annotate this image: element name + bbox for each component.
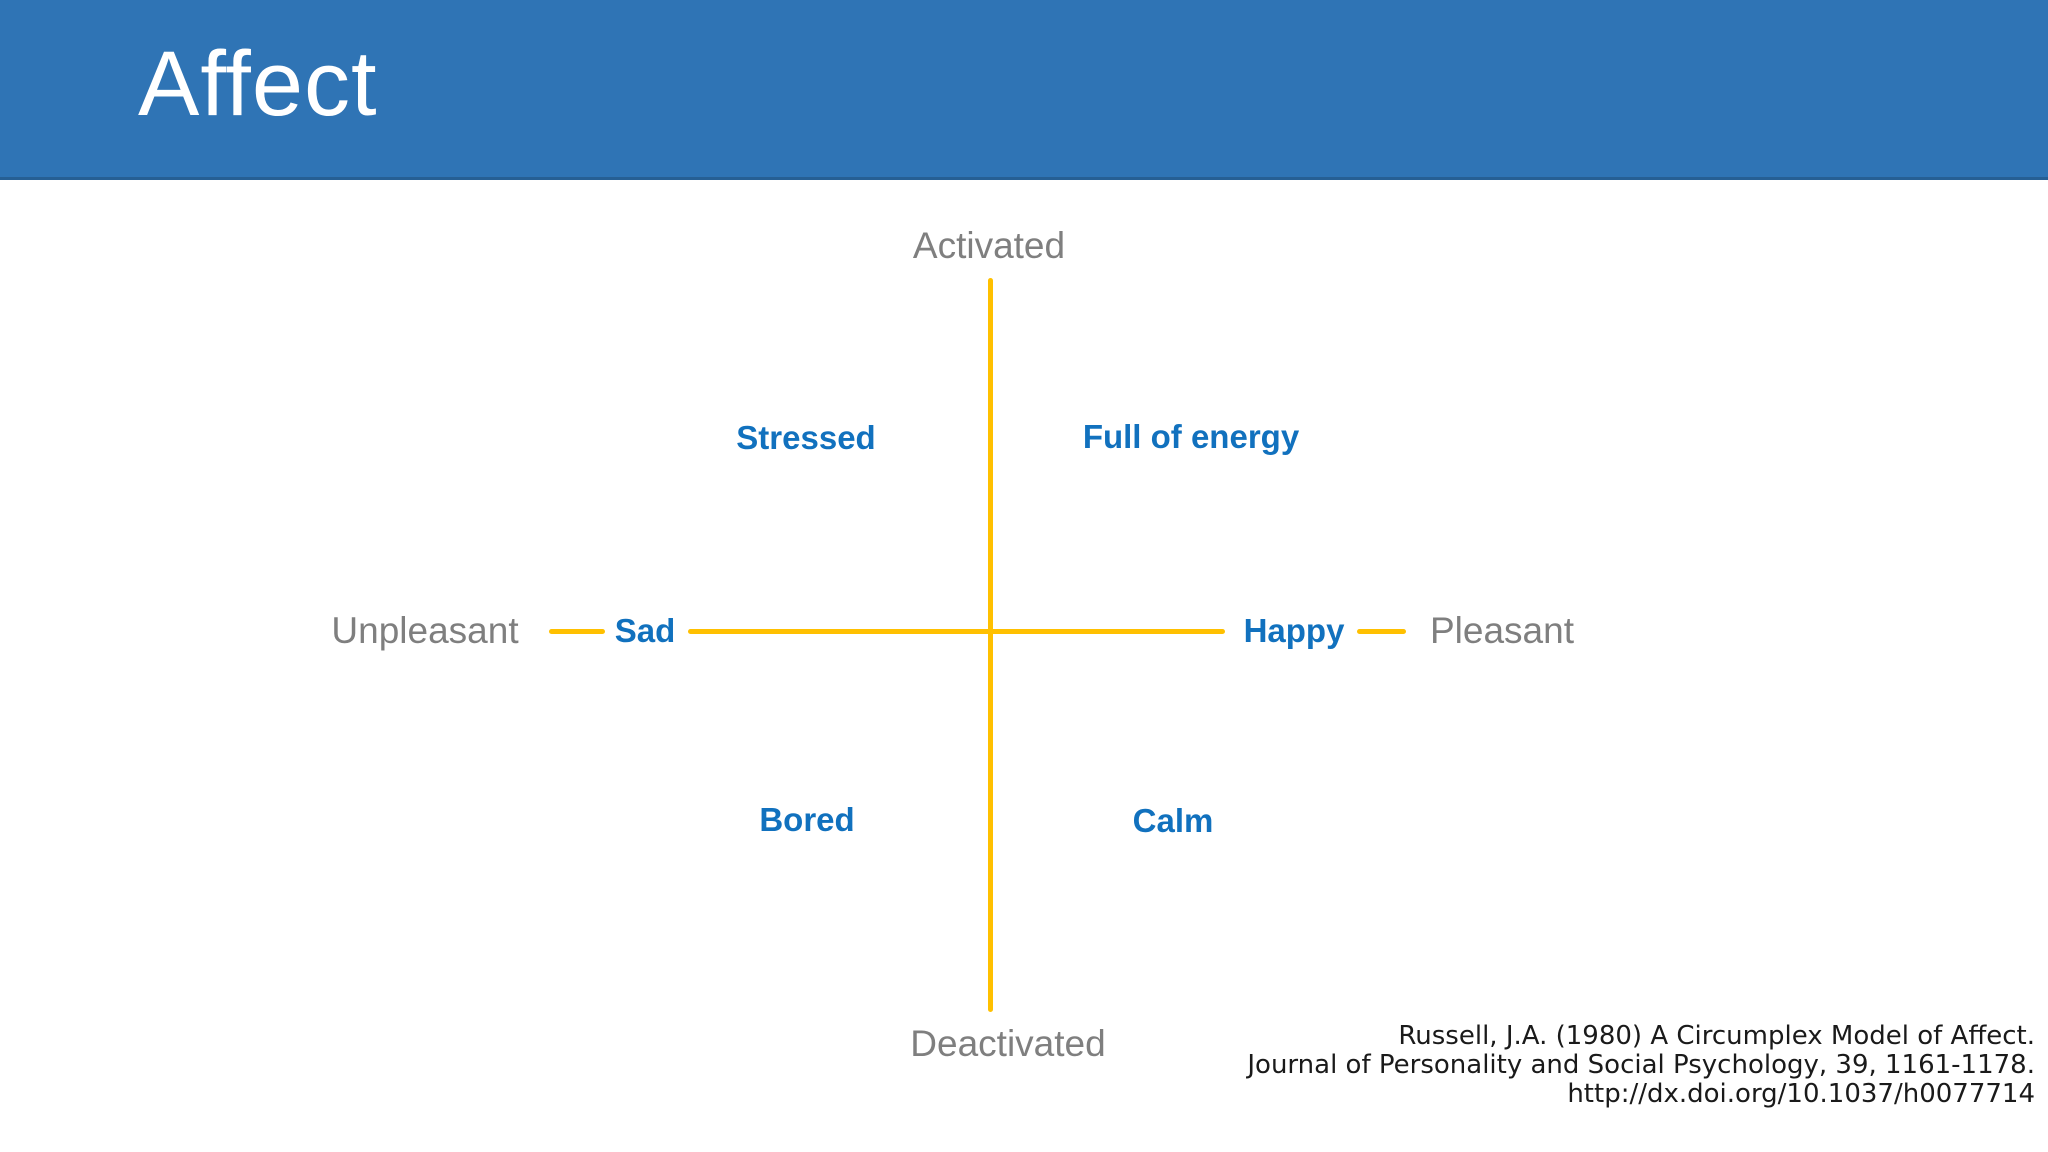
- axis-label-activated: Activated: [912, 225, 1066, 266]
- citation-line-3: http://dx.doi.org/10.1037/h0077714: [1567, 1079, 2035, 1109]
- horizontal-axis-dash-left: [549, 629, 605, 634]
- quadrant-label-bored: Bored: [759, 801, 855, 838]
- vertical-axis-line: [988, 278, 993, 1012]
- quadrant-label-full-of-energy: Full of energy: [1082, 418, 1300, 455]
- horizontal-axis-line: [688, 629, 1225, 634]
- quadrant-label-calm: Calm: [1132, 802, 1214, 839]
- emotion-label-sad: Sad: [614, 612, 676, 649]
- quadrant-label-stressed: Stressed: [736, 419, 876, 456]
- axis-label-unpleasant: Unpleasant: [331, 610, 519, 651]
- axis-label-pleasant: Pleasant: [1430, 610, 1574, 651]
- citation-line-1: Russell, J.A. (1980) A Circumplex Model …: [1398, 1021, 2035, 1051]
- emotion-label-happy: Happy: [1243, 612, 1345, 649]
- citation: Russell, J.A. (1980) A Circumplex Model …: [1247, 1022, 2035, 1109]
- citation-line-2: Journal of Personality and Social Psycho…: [1247, 1050, 2035, 1080]
- title-bar: Affect: [0, 0, 2048, 180]
- page-title: Affect: [138, 33, 378, 135]
- horizontal-axis-dash-right: [1357, 629, 1406, 634]
- axis-label-deactivated: Deactivated: [910, 1023, 1106, 1064]
